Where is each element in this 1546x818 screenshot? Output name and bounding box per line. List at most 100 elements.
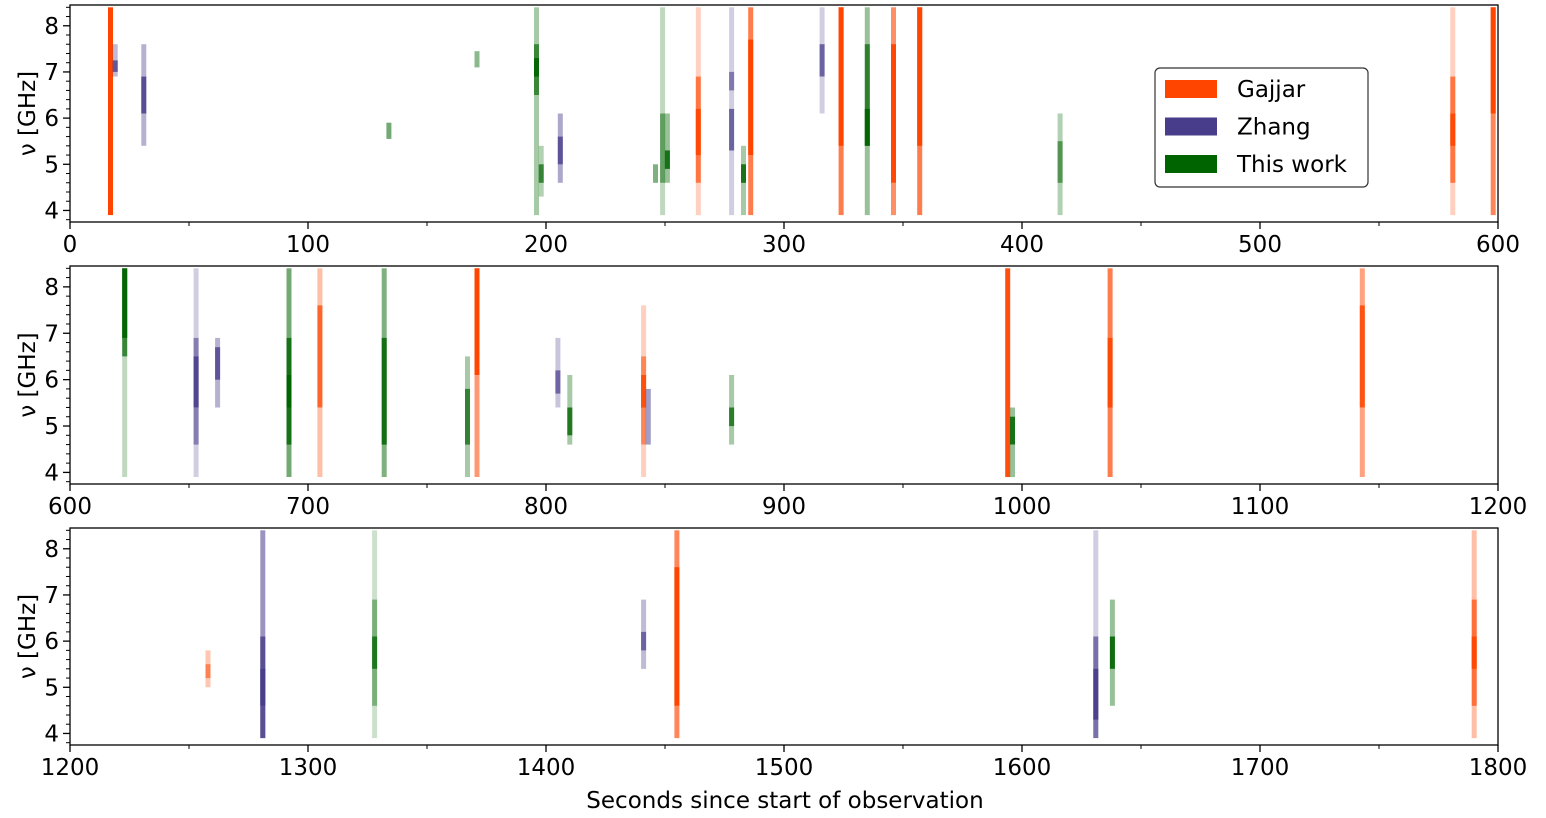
burst-2-7-segment-2 [465,388,470,445]
panel-3-x-tick-label-3: 1400 [517,755,576,781]
burst-3-8-segment-3 [1471,636,1477,669]
burst-2-5-segment-2 [317,305,323,408]
panel-2-y-tick-label-1: 4 [44,460,59,486]
panel-2: 600 700 800 900 1000 1100 1200 4 5 6 7 8 ν [GHz] [15,265,1528,520]
burst-3-2-segment-3 [260,668,266,706]
panel-1: 0 100 200 300 400 500 600 4 5 6 7 8 ν [GHz] [15,4,1520,258]
burst-3-4-segment-2 [641,631,647,651]
panel-1-y-tick-label-4: 7 [44,60,59,86]
burst-1-6-segment-3 [534,58,539,77]
panel-1-x-tick-label-2: 100 [286,232,330,258]
legend-entries: Gajjar Zhang This work [1165,77,1348,178]
burst-2-13-segment-2 [729,407,735,427]
panel-2-y-tick-label-3: 6 [44,368,59,394]
burst-1-9-segment-1 [653,164,658,183]
legend-label-2: Zhang [1237,115,1311,141]
burst-2-6-segment-2 [381,337,387,445]
panels-group: 0 100 200 300 400 500 600 4 5 6 7 8 ν [GHz] 600 700 800… [15,4,1528,781]
panel-3-y-tick-label-1: 4 [44,721,59,747]
panel-1-y-tick-label-2: 5 [44,152,59,178]
panel-2-y-tick-label-2: 5 [44,414,59,440]
burst-2-12-segment-1 [645,388,651,445]
burst-1-13-segment-2 [729,108,735,151]
burst-1-18-segment-2 [864,44,870,146]
panel-1-y-tick-label-3: 6 [44,106,59,132]
legend: Gajjar Zhang This work [1154,67,1369,188]
burst-2-11-segment-3 [641,375,647,408]
panel-3: 1200 1300 1400 1500 1600 1700 1800 4 5 6 7 8 ν [GHz] [15,527,1527,781]
panel-1-x-tick-label-5: 400 [1000,232,1044,258]
burst-3-7-segment-2 [1109,636,1115,669]
panel-1-y-tick-label-5: 8 [44,14,59,40]
legend-swatch-1 [1165,80,1217,98]
burst-1-20-segment-2 [917,7,923,146]
panel-3-x-tick-label-5: 1600 [993,755,1052,781]
burst-1-19-segment-2 [891,44,896,183]
legend-label-1: Gajjar [1237,77,1306,103]
panel-2-x-tick-label-6: 1100 [1231,494,1290,520]
burst-1-18-segment-3 [864,108,870,146]
panel-2-x-tick-label-1: 600 [48,494,92,520]
panel-1-x-tick-label-1: 0 [63,232,78,258]
panel-3-x-tick-label-1: 1200 [41,755,100,781]
panel-3-frame [69,527,1499,746]
burst-3-1-segment-2 [205,664,211,679]
panel-3-x-tick-label-4: 1500 [755,755,814,781]
burst-1-11-segment-1 [664,113,670,183]
burst-2-8-segment-2 [474,268,480,375]
burst-2-9-segment-2 [555,370,561,394]
burst-1-14-segment-2 [741,164,746,183]
burst-2-1-segment-1 [122,268,128,477]
burst-1-8-segment-2 [557,136,563,165]
burst-2-15-segment-2 [1010,416,1015,445]
burst-1-6-segment-1 [534,7,539,216]
panel-2-y-tick-label-4: 7 [44,321,59,347]
panel-3-y-tick-label-5: 8 [44,537,59,563]
burst-3-3-segment-1 [372,530,378,739]
panel-1-x-tick-label-7: 600 [1476,232,1520,258]
panel-3-x-tick-label-6: 1700 [1231,755,1290,781]
legend-swatch-2 [1165,117,1217,136]
panel-2-frame [69,265,1499,485]
burst-1-10-segment-1 [660,7,666,216]
burst-2-4-segment-3 [286,375,292,408]
burst-1-11-segment-2 [664,150,670,169]
panel-3-y-tick-label-3: 6 [44,629,59,655]
burst-2-1-segment-3 [122,268,128,338]
burst-1-2-segment-2 [112,60,118,72]
burst-1-2-segment-1 [112,44,118,77]
burst-1-3-segment-2 [141,76,147,114]
burst-2-3-segment-2 [215,347,221,380]
panel-2-x-tick-label-2: 700 [286,494,330,520]
burst-3-2-segment-1 [260,530,266,739]
panel-1-y-tick-label-1: 4 [44,198,59,224]
panel-3-y-axis-label: ν [GHz] [15,594,41,679]
panel-2-y-tick-label-5: 8 [44,275,59,301]
burst-1-16-segment-2 [819,44,825,77]
burst-1-1-segment-1 [108,7,113,216]
panel-2-y-axis-label: ν [GHz] [15,332,41,417]
burst-3-5-segment-2 [674,567,680,706]
legend-label-3: This work [1236,152,1348,178]
panel-1-x-tick-label-3: 200 [524,232,568,258]
panel-2-x-tick-label-7: 1200 [1469,494,1528,520]
burst-1-17-segment-2 [838,7,844,146]
burst-1-10-segment-2 [660,113,666,183]
panel-1-x-tick-label-4: 300 [762,232,806,258]
burst-1-23-segment-2 [1490,7,1496,114]
burst-1-4-segment-1 [386,122,392,139]
burst-2-17-segment-2 [1359,305,1365,408]
burst-1-21-segment-2 [1057,141,1063,183]
burst-2-14-segment-1 [1005,268,1011,477]
burst-2-16-segment-2 [1107,337,1113,408]
panel-2-x-tick-label-5: 1000 [993,494,1052,520]
burst-2-2-segment-3 [193,356,199,408]
burst-1-15-segment-2 [748,39,754,155]
burst-1-7-segment-2 [538,164,544,183]
burst-1-5-segment-1 [474,51,480,68]
x-axis-label: Seconds since start of observation [586,788,983,814]
panel-1-y-axis-label: ν [GHz] [15,71,41,156]
burst-2-10-segment-2 [567,407,573,436]
burst-1-13-segment-3 [729,71,735,91]
